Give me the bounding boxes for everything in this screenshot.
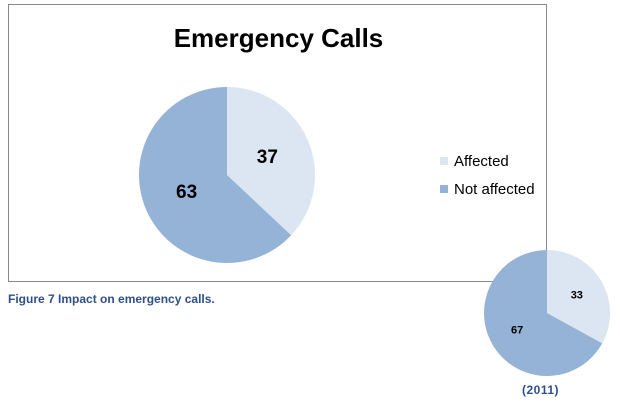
inset-year-label: (2011) [522, 383, 560, 397]
main-pie-chart: 37 63 [139, 87, 315, 263]
chart-frame: Emergency Calls 37 63 Affected Not affect… [8, 4, 547, 282]
pie-slice-not-affected [484, 250, 603, 376]
chart-title: Emergency Calls [173, 23, 384, 53]
figure-caption: Figure 7 Impact on emergency calls. [8, 292, 215, 306]
legend-label-not-affected: Not affected [454, 180, 535, 198]
legend-label-affected: Affected [454, 152, 509, 170]
legend: Affected Not affected [440, 147, 535, 203]
legend-swatch-affected [440, 157, 448, 165]
legend-swatch-not-affected [440, 185, 448, 193]
pie-label-affected: 33 [571, 289, 583, 301]
legend-item-not-affected: Not affected [440, 175, 535, 203]
pie-slice-affected [547, 250, 610, 344]
inset-pie-chart: 33 67 [484, 250, 610, 376]
pie-slice-not-affected [139, 87, 292, 263]
pie-slice-affected [227, 87, 315, 236]
pie-label-affected: 37 [257, 147, 278, 168]
pie-label-not-affected: 63 [176, 182, 197, 203]
legend-item-affected: Affected [440, 147, 535, 175]
pie-label-not-affected: 67 [511, 325, 523, 337]
